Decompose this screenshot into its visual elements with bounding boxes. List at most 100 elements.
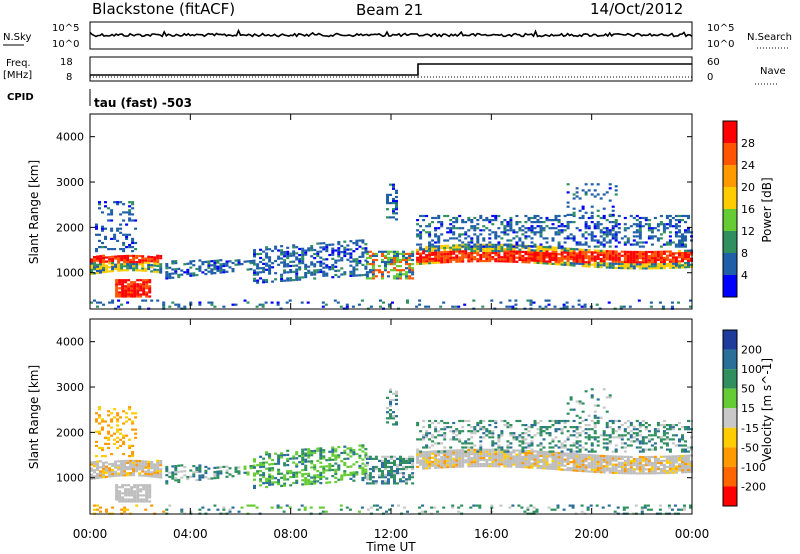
range-gate-cell [213, 504, 217, 507]
range-gate-cell [307, 448, 311, 451]
range-gate-cell [656, 263, 660, 266]
range-gate-cell [113, 235, 117, 238]
range-gate-cell [557, 259, 561, 262]
range-gate-cell [494, 456, 498, 460]
range-gate-cell [117, 259, 121, 262]
range-gate-cell [449, 457, 453, 460]
range-gate-cell [626, 239, 630, 242]
range-gate-cell [95, 418, 98, 421]
range-gate-cell [346, 252, 350, 255]
range-gate-cell [138, 255, 142, 258]
range-gate-cell [283, 476, 287, 479]
range-gate-cell [684, 450, 687, 453]
range-gate-cell [527, 219, 531, 222]
range-gate-cell [440, 450, 444, 453]
range-gate-cell [422, 256, 426, 259]
range-gate-cell [388, 508, 391, 511]
range-gate-cell [148, 279, 152, 282]
range-gate-cell [608, 264, 612, 267]
range-gate-cell [662, 225, 666, 228]
range-gate-cell [512, 254, 516, 257]
range-gate-cell [602, 459, 606, 462]
range-gate-cell [393, 263, 396, 266]
range-gate-cell [304, 464, 308, 467]
range-gate-cell [461, 451, 465, 454]
range-gate-cell [629, 466, 633, 469]
range-gate-cell [542, 229, 546, 232]
range-gate-cell [635, 468, 639, 471]
range-gate-cell [159, 271, 163, 274]
range-gate-cell [611, 252, 615, 255]
range-gate-cell [165, 468, 169, 471]
freq-label: Freq. [6, 58, 31, 69]
range-gate-cell [145, 291, 149, 294]
range-gate-cell [662, 455, 666, 458]
range-gate-cell [136, 492, 140, 495]
range-gate-cell [551, 223, 555, 226]
range-gate-cell [102, 467, 105, 471]
range-gate-cell [614, 252, 618, 255]
range-gate-cell [656, 461, 660, 465]
range-gate-cell [620, 455, 624, 458]
range-gate-cell [411, 472, 415, 475]
range-gate-cell [277, 456, 281, 459]
range-gate-cell [641, 251, 645, 254]
range-gate-cell [147, 257, 151, 260]
range-gate-cell [355, 239, 359, 242]
range-gate-cell [455, 250, 459, 253]
range-gate-cell [282, 510, 286, 513]
range-gate-cell [521, 457, 525, 460]
range-gate-cell [449, 252, 453, 255]
range-gate-cell [428, 452, 432, 455]
range-gate-cell [644, 223, 648, 226]
range-gate-cell [653, 216, 657, 220]
range-gate-cell [509, 243, 513, 246]
range-gate-cell [310, 249, 314, 252]
range-gate-cell [482, 419, 486, 423]
range-gate-cell [387, 271, 390, 274]
range-gate-cell [349, 471, 353, 474]
range-gate-cell [659, 459, 663, 462]
time-x-axis: 00:00 04:00 08:00 12:00 16:00 20:00 00:00 [73, 114, 709, 541]
range-gate-cell [136, 283, 140, 286]
range-gate-cell [578, 197, 582, 200]
range-gate-cell [479, 253, 483, 257]
range-gate-cell [368, 271, 372, 274]
range-gate-cell [506, 465, 510, 468]
noise-search-label: N.Search [747, 32, 792, 43]
range-gate-cell [124, 498, 128, 501]
range-gate-cell [687, 470, 690, 474]
range-gate-cell [262, 473, 266, 477]
range-gate-cell [566, 458, 570, 461]
range-gate-cell [614, 467, 618, 470]
range-gate-cell [503, 450, 507, 453]
range-gate-cell [393, 250, 396, 253]
range-gate-cell [325, 272, 329, 275]
range-gate-cell [253, 279, 256, 282]
range-gate-cell [560, 452, 564, 455]
range-gate-cell [328, 465, 332, 468]
range-gate-cell [662, 472, 666, 475]
range-gate-cell [479, 465, 483, 468]
range-gate-cell [569, 454, 573, 458]
range-gate-cell [135, 269, 139, 272]
range-gate-cell [512, 457, 516, 460]
range-gate-cell [440, 225, 444, 228]
range-gate-cell [593, 227, 597, 230]
range-gate-cell [547, 303, 551, 306]
range-gate-cell [659, 245, 663, 248]
range-gate-cell [617, 256, 621, 259]
range-gate-cell [503, 419, 507, 423]
range-gate-cell [620, 254, 624, 257]
range-gate-cell [361, 255, 365, 258]
range-gate-cell [434, 426, 438, 429]
range-gate-cell [301, 473, 305, 476]
range-gate-cell [533, 253, 537, 256]
range-gate-cell [560, 251, 564, 254]
range-gate-cell [563, 214, 567, 218]
range-gate-cell [641, 263, 645, 266]
range-gate-cell [687, 253, 690, 256]
range-gate-cell [150, 264, 154, 267]
range-gate-cell [434, 261, 438, 264]
range-gate-cell [527, 229, 531, 232]
